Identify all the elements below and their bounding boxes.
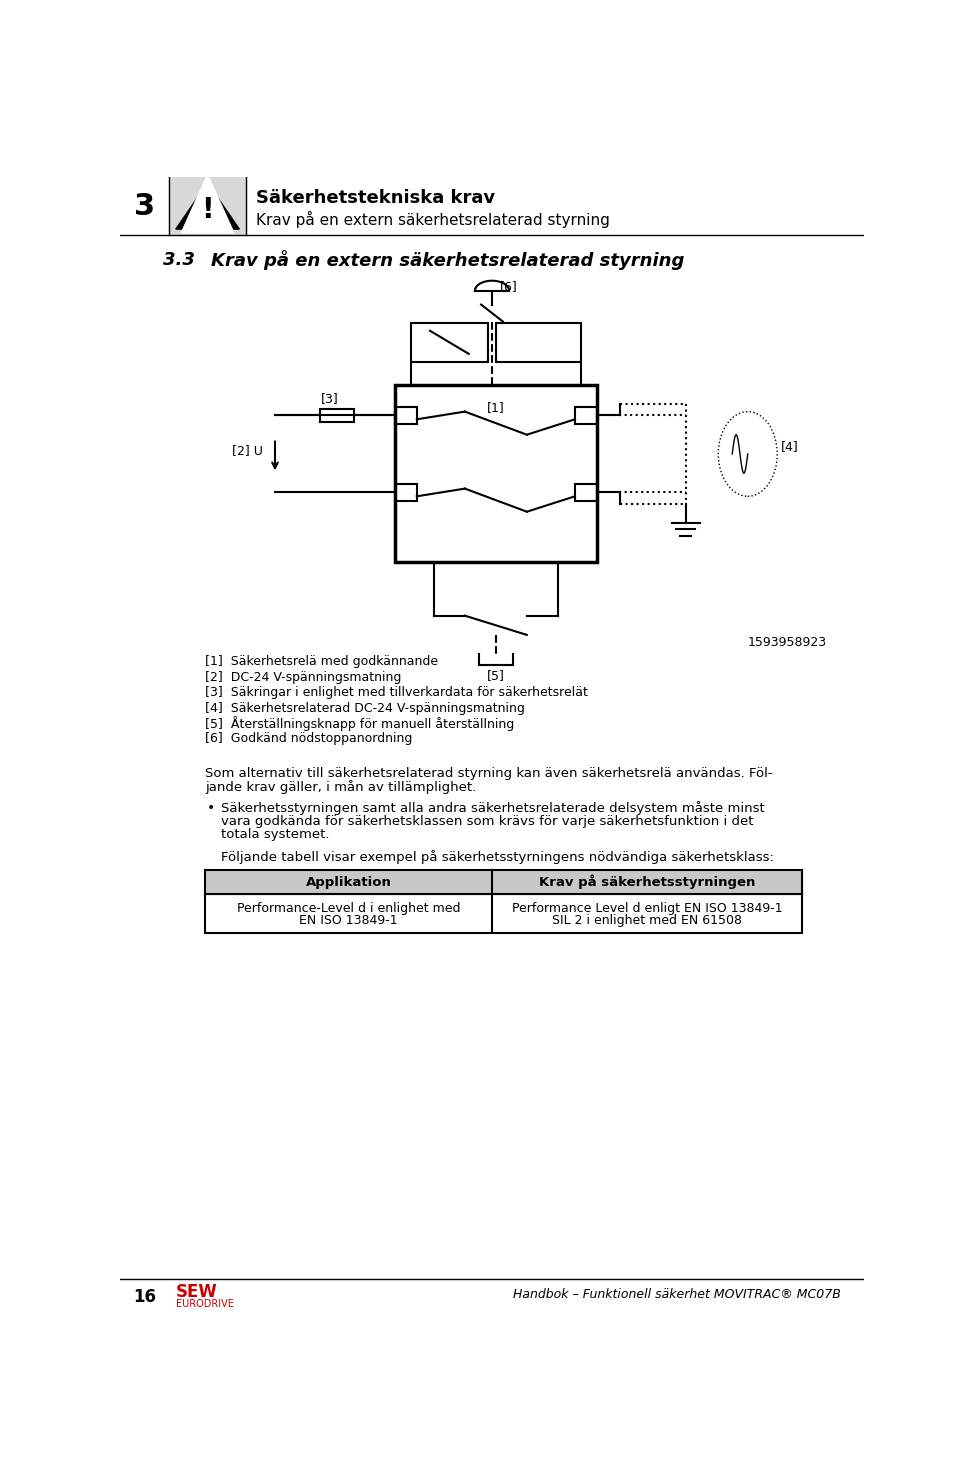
Text: Säkerhetsstyrningen samt alla andra säkerhetsrelaterade delsystem måste minst: Säkerhetsstyrningen samt alla andra säke… — [221, 801, 764, 815]
Text: vara godkända för säkerhetsklassen som krävs för varje säkerhetsfunktion i det: vara godkända för säkerhetsklassen som k… — [221, 815, 754, 828]
Bar — [575, 485, 596, 501]
Text: Som alternativ till säkerhetsrelaterad styrning kan även säkerhetsrelä användas.: Som alternativ till säkerhetsrelaterad s… — [205, 767, 773, 781]
Text: Applikation: Applikation — [305, 875, 392, 888]
Text: [3]  Säkringar i enlighet med tillverkardata för säkerhetsrelät: [3] Säkringar i enlighet med tillverkard… — [205, 686, 588, 700]
Polygon shape — [181, 175, 234, 233]
Text: Krav på en extern säkerhetsrelaterad styrning: Krav på en extern säkerhetsrelaterad sty… — [211, 250, 684, 270]
Text: Säkerhetstekniska krav: Säkerhetstekniska krav — [255, 189, 494, 206]
Polygon shape — [176, 183, 239, 230]
Text: EN ISO 13849-1: EN ISO 13849-1 — [300, 915, 398, 927]
Text: [6]: [6] — [500, 280, 517, 293]
Text: 16: 16 — [133, 1287, 156, 1307]
Text: Följande tabell visar exempel på säkerhetsstyrningens nödvändiga säkerhetsklass:: Följande tabell visar exempel på säkerhe… — [221, 850, 774, 863]
Text: Performance Level d enligt EN ISO 13849-1: Performance Level d enligt EN ISO 13849-… — [512, 901, 782, 915]
Text: [2]  DC-24 V-spänningsmatning: [2] DC-24 V-spänningsmatning — [205, 670, 401, 683]
Text: 1593958923: 1593958923 — [748, 636, 827, 650]
Text: [2] U: [2] U — [232, 443, 263, 457]
Bar — [411, 323, 488, 361]
Bar — [496, 323, 581, 361]
Text: totala systemet.: totala systemet. — [221, 828, 329, 841]
Bar — [396, 485, 417, 501]
Bar — [205, 869, 802, 894]
Text: [3]: [3] — [321, 392, 338, 405]
Text: jande krav gäller, i mån av tillämplighet.: jande krav gäller, i mån av tillämplighe… — [205, 781, 476, 794]
Text: Krav på säkerhetsstyrningen: Krav på säkerhetsstyrningen — [539, 875, 756, 890]
Text: SEW: SEW — [176, 1283, 218, 1301]
Text: [5]  Återställningsknapp för manuell återställning: [5] Återställningsknapp för manuell åter… — [205, 716, 515, 731]
Bar — [396, 384, 596, 561]
Text: Krav på en extern säkerhetsrelaterad styrning: Krav på en extern säkerhetsrelaterad sty… — [255, 211, 610, 228]
Text: EURODRIVE: EURODRIVE — [176, 1299, 233, 1309]
Text: 3.3: 3.3 — [162, 250, 195, 270]
Text: [1]  Säkerhetsrelä med godkännande: [1] Säkerhetsrelä med godkännande — [205, 655, 439, 669]
Text: •: • — [206, 801, 215, 815]
Text: SIL 2 i enlighet med EN 61508: SIL 2 i enlighet med EN 61508 — [552, 915, 742, 927]
Bar — [396, 407, 417, 424]
Text: 3: 3 — [134, 191, 156, 221]
Bar — [320, 408, 354, 423]
Text: [1]: [1] — [487, 401, 505, 414]
Text: [5]: [5] — [487, 669, 505, 682]
Text: Performance-Level d i enlighet med: Performance-Level d i enlighet med — [237, 901, 461, 915]
Text: [4]: [4] — [781, 440, 799, 452]
Text: Handbok – Funktionell säkerhet MOVITRAC® MC07B: Handbok – Funktionell säkerhet MOVITRAC®… — [513, 1289, 841, 1301]
Text: [6]  Godkänd nödstoppanordning: [6] Godkänd nödstoppanordning — [205, 732, 413, 745]
Bar — [575, 407, 596, 424]
Text: !: ! — [202, 196, 214, 224]
Bar — [169, 177, 247, 234]
Bar — [205, 869, 802, 932]
Text: [4]  Säkerhetsrelaterad DC-24 V-spänningsmatning: [4] Säkerhetsrelaterad DC-24 V-spännings… — [205, 701, 525, 714]
